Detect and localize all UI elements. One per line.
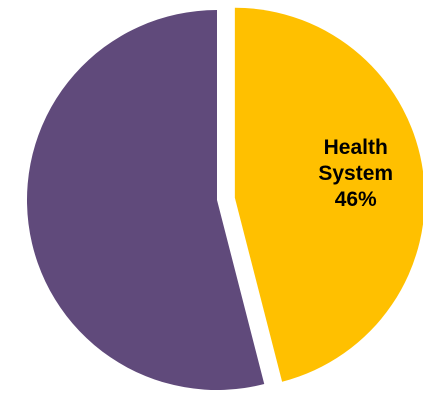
pie-slice-health-system [234,7,423,382]
slice-label-line: System [318,162,393,185]
slice-label-line: Health [324,136,388,159]
pie-labels: Health System 46% [318,136,393,211]
pie-slices [26,7,423,390]
slice-label-line: 46% [335,188,377,211]
pie-slice-1 [26,10,265,390]
